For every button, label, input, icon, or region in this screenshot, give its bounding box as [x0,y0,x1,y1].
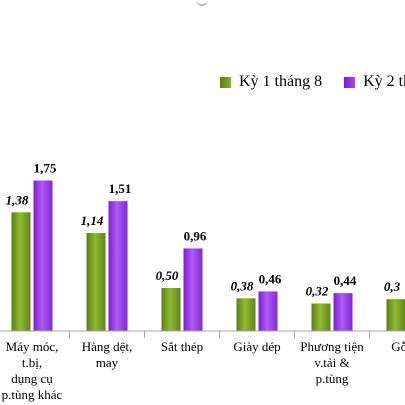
bar-series-1-cat-6 [386,299,405,331]
data-label-series-1-cat-3: 0,50 [156,268,179,283]
category-label-line: dụng cụ [11,371,53,386]
category-label-line: v.tải & [314,355,350,370]
data-label-series-1-cat-6: 0,3 [384,279,401,294]
chart-legend: Kỳ 1 tháng 8 Kỳ 2 th [220,70,405,94]
bar-series-2-cat-5 [333,293,353,331]
data-label-series-2-cat-4: 0,46 [259,271,282,286]
category-label-line: p.tùng khác [1,387,63,402]
bar-series-1-cat-5 [311,303,331,331]
category-label-line: Giày dép [233,339,281,354]
data-label-series-2-cat-3: 0,96 [184,228,207,243]
bar-series-2-cat-1 [33,180,53,331]
category-label-line: p.tùng [315,371,349,386]
category-label-line: may [95,355,119,370]
legend-item-series-2: Kỳ 2 th [344,73,405,91]
category-label-line: Hàng dệt, [81,339,133,354]
category-label: Gỗ và [372,339,405,355]
data-label-series-1-cat-1: 1,38 [6,192,29,207]
category-label-line: Phương tiện [300,339,364,354]
data-label-series-2-cat-1: 1,75 [34,161,57,176]
bar-series-1-cat-1 [11,212,31,331]
data-label-series-2-cat-2: 1,51 [109,181,132,196]
category-label-line: Gỗ và [391,339,405,354]
category-label: Sắt thép [147,339,217,355]
category-label-line: Sắt thép [160,339,204,354]
legend-swatch-series-2 [344,76,356,88]
legend-label-series-2: Kỳ 2 th [363,73,405,90]
data-label-series-1-cat-2: 1,14 [81,213,104,228]
category-label: Hàng dệt, may [72,339,142,371]
data-label-series-2-cat-5: 0,44 [334,273,357,288]
legend-item-series-1: Kỳ 1 tháng 8 [220,73,322,91]
bar-series-2-cat-3 [183,248,203,331]
bar-series-2-cat-2 [108,201,128,331]
category-label: Máy móc, t.bị, dụng cụ p.tùng khác [0,339,67,403]
legend-swatch-series-1 [220,76,231,88]
title-fragment [196,0,208,6]
bar-series-1-cat-3 [161,288,181,331]
category-label: Giày dép [222,339,292,355]
data-label-series-1-cat-4: 0,38 [231,278,254,293]
legend-label-series-1: Kỳ 1 tháng 8 [239,73,323,90]
category-label: Phương tiện v.tải & p.tùng [297,339,367,387]
bar-series-1-cat-2 [86,232,106,331]
bar-series-1-cat-4 [236,298,256,331]
bar-series-2-cat-4 [258,291,278,331]
category-label-line: Máy móc, [5,339,59,354]
data-label-series-1-cat-5: 0,32 [306,283,329,298]
category-label-line: t.bị, [21,355,43,370]
